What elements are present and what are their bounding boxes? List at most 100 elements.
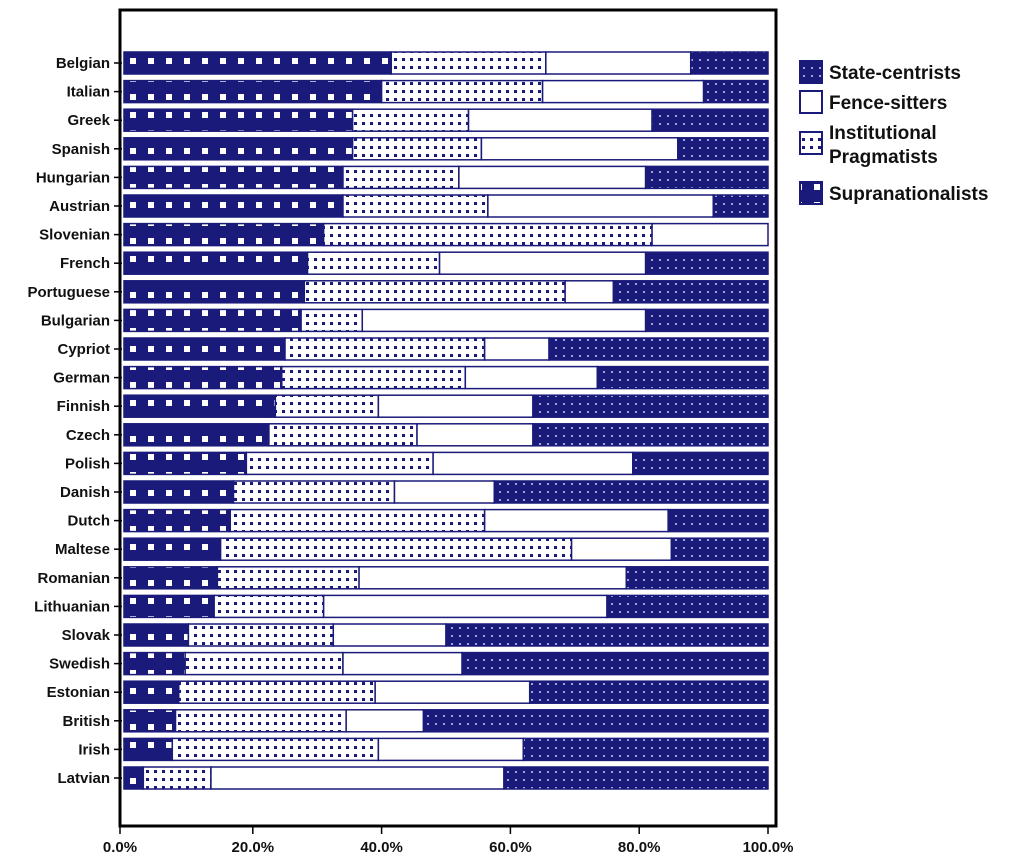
bar-segment-french-supranationalists [123, 251, 309, 275]
bar-segment-portuguese-supranationalists [123, 280, 306, 304]
bar-segment-irish-state-centrists [522, 737, 769, 762]
category-label-romanian: Romanian [37, 570, 110, 587]
category-label-french: French [60, 255, 110, 272]
legend-label-fence-sitters: Fence-sitters [829, 93, 947, 114]
category-axis-labels: Belgian Italian Greek Spanish Hungarian Austr… [27, 55, 122, 787]
category-label-finnish: Finnish [57, 398, 110, 415]
bar-segment-spanish-institutional-pragmatists [351, 137, 483, 161]
bar-segment-finnish-state-centrists [532, 394, 769, 418]
bar-segment-portuguese-fence-sitters [564, 280, 615, 304]
legend-swatch-fence-sitters [799, 90, 823, 114]
bar-segment-swedish-institutional-pragmatists [184, 651, 344, 676]
legend-label-institutional-pragmatists: Institutional [829, 123, 937, 144]
bar-segment-slovak-institutional-pragmatists [187, 623, 335, 647]
bar-segment-british-fence-sitters [345, 709, 425, 733]
category-label-irish: Irish [78, 741, 110, 758]
category-label-slovak: Slovak [62, 627, 111, 644]
x-tick-label: 0.0% [103, 839, 137, 856]
bar-segment-hungarian-institutional-pragmatists [342, 165, 460, 190]
bar-segment-maltese-institutional-pragmatists [219, 537, 573, 561]
bar-segment-bulgarian-fence-sitters [361, 308, 647, 333]
bar-segment-spanish-state-centrists [677, 137, 769, 161]
bar-segment-latvian-state-centrists [503, 766, 769, 790]
bar-segment-czech-state-centrists [532, 423, 769, 447]
category-label-swedish: Swedish [49, 656, 110, 673]
bar-segment-romanian-supranationalists [123, 566, 219, 590]
bar-segment-romanian-state-centrists [625, 566, 769, 590]
bar-segment-danish-state-centrists [493, 480, 769, 504]
bar-segment-latvian-institutional-pragmatists [142, 766, 212, 790]
bar-segment-finnish-institutional-pragmatists [274, 394, 380, 418]
category-label-hungarian: Hungarian [36, 169, 110, 186]
bar-segment-portuguese-institutional-pragmatists [303, 280, 566, 304]
bar-segment-slovenian-fence-sitters [651, 222, 769, 247]
bar-segment-british-institutional-pragmatists [174, 709, 347, 733]
bar-segment-latvian-supranationalists [123, 766, 145, 790]
bar-segment-estonian-supranationalists [123, 680, 180, 704]
bar-segment-slovak-state-centrists [445, 623, 769, 647]
legend-label-state-centrists: State-centrists [829, 63, 961, 84]
bar-segment-italian-state-centrists [702, 79, 769, 104]
bar-segment-belgian-state-centrists [689, 51, 769, 75]
bar-segment-italian-fence-sitters [541, 79, 705, 104]
bar-segment-greek-supranationalists [123, 108, 354, 132]
category-label-spanish: Spanish [52, 141, 110, 158]
bar-segment-portuguese-state-centrists [612, 280, 769, 304]
bar-segment-dutch-supranationalists [123, 508, 232, 533]
bar-segment-polish-fence-sitters [432, 451, 634, 476]
bar-segment-swedish-supranationalists [123, 651, 186, 676]
bar-segment-swedish-state-centrists [461, 651, 769, 676]
bar-segment-lithuanian-fence-sitters [322, 594, 608, 619]
x-tick-label: 100.0% [743, 839, 794, 856]
bar-segment-danish-supranationalists [123, 480, 235, 504]
bar-segment-british-supranationalists [123, 709, 177, 733]
x-tick-label: 60.0% [489, 839, 532, 856]
bar-segment-cypriot-supranationalists [123, 337, 286, 361]
bar-segment-polish-supranationalists [123, 451, 248, 476]
bar-segment-bulgarian-supranationalists [123, 308, 302, 333]
category-label-british: British [62, 713, 110, 730]
bar-segment-french-institutional-pragmatists [306, 251, 441, 275]
bar-segment-german-institutional-pragmatists [281, 365, 467, 390]
bar-segment-estonian-fence-sitters [374, 680, 531, 704]
bar-segment-austrian-state-centrists [712, 194, 769, 218]
bar-segment-finnish-supranationalists [123, 394, 277, 418]
x-tick-label: 40.0% [360, 839, 403, 856]
bar-segment-cypriot-state-centrists [548, 337, 769, 361]
category-label-slovenian: Slovenian [39, 227, 110, 244]
bar-segment-czech-institutional-pragmatists [268, 423, 418, 447]
bar-segment-belgian-supranationalists [123, 51, 393, 75]
bar-segment-austrian-fence-sitters [487, 194, 715, 218]
category-label-maltese: Maltese [55, 541, 110, 558]
bar-segment-italian-supranationalists [123, 79, 383, 104]
legend-label-institutional-pragmatists: Pragmatists [829, 147, 938, 168]
legend: State-centrists Fence-sitters Institutiona… [799, 60, 988, 205]
plot-frame [118, 8, 778, 828]
bar-segment-czech-supranationalists [123, 423, 270, 447]
value-axis: 0.0% 20.0% 40.0% 60.0% 80.0% 100.0% [103, 826, 794, 856]
bar-segment-british-state-centrists [422, 709, 769, 733]
bar-segment-austrian-supranationalists [123, 194, 344, 218]
category-label-belgian: Belgian [56, 55, 110, 72]
bar-segment-polish-state-centrists [632, 451, 769, 476]
bar-segment-latvian-fence-sitters [210, 766, 505, 790]
category-label-estonian: Estonian [47, 684, 110, 701]
category-label-bulgarian: Bulgarian [41, 312, 110, 329]
bar-segment-bulgarian-institutional-pragmatists [300, 308, 364, 333]
bar-segment-romanian-fence-sitters [358, 566, 628, 590]
bar-segment-greek-institutional-pragmatists [351, 108, 470, 132]
category-label-portuguese: Portuguese [27, 284, 110, 301]
category-label-cypriot: Cypriot [58, 341, 111, 358]
category-label-italian: Italian [67, 84, 110, 101]
category-label-dutch: Dutch [68, 513, 111, 530]
bars-layer [123, 51, 769, 790]
bar-segment-romanian-institutional-pragmatists [216, 566, 360, 590]
category-label-german: German [53, 370, 110, 387]
bar-segment-cypriot-fence-sitters [483, 337, 550, 361]
bar-segment-greek-state-centrists [651, 108, 769, 132]
bar-segment-lithuanian-state-centrists [606, 594, 769, 619]
category-label-danish: Danish [60, 484, 110, 501]
bar-segment-estonian-state-centrists [528, 680, 769, 704]
bar-segment-hungarian-supranationalists [123, 165, 344, 190]
